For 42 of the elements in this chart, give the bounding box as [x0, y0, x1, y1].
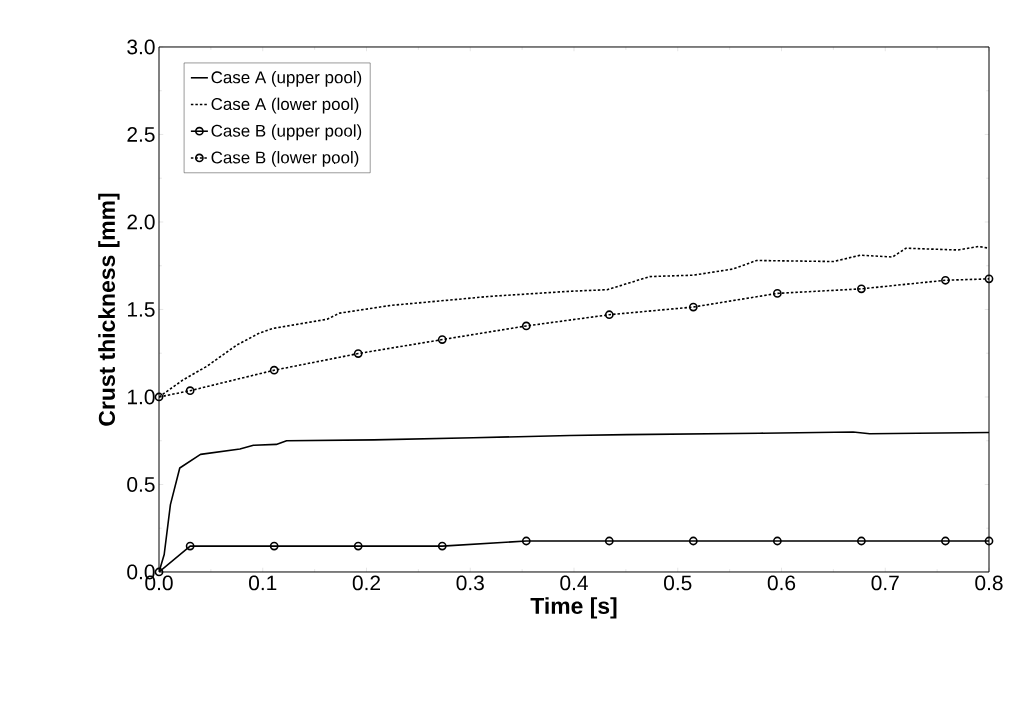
x-tick-label: 0.6 [767, 575, 796, 591]
point [857, 536, 866, 546]
x-tick-label: 0.7 [871, 575, 899, 591]
point [269, 541, 279, 551]
legend-label: Case B (upper pool) [211, 124, 362, 141]
point [353, 349, 363, 358]
y-tick-label: 2.5 [127, 127, 155, 142]
point [941, 275, 950, 285]
point [688, 302, 698, 312]
point [772, 289, 782, 298]
point [604, 536, 614, 546]
y-tick-label: 1.0 [128, 389, 155, 405]
y-tick-label: 3.0 [127, 39, 155, 55]
x-tick-label: 0.3 [456, 575, 484, 591]
x-tick-label: 0.1 [249, 575, 277, 591]
point [521, 321, 531, 331]
point [521, 536, 531, 546]
point [185, 541, 195, 551]
point [353, 541, 363, 551]
point [437, 541, 447, 551]
point [154, 392, 164, 402]
x-tick-label: 0.4 [560, 575, 588, 591]
point [772, 536, 782, 546]
point [984, 274, 994, 284]
point [941, 536, 950, 546]
x-tick-label: 0.5 [664, 575, 692, 591]
legend-label: Case B (lower pool) [211, 151, 359, 167]
y-tick-label: 2.0 [127, 214, 155, 230]
point [269, 365, 279, 375]
x-tick-label: 0.8 [975, 575, 1003, 591]
y-tick-label: 1.5 [128, 302, 155, 317]
point [857, 284, 866, 294]
x-tick-label: 0.2 [352, 575, 380, 591]
x-axis-title: Time [s] [530, 597, 617, 619]
point [688, 536, 698, 546]
point [604, 310, 614, 320]
point [437, 335, 447, 344]
point [185, 386, 195, 396]
y-axis-title: Crust thickness [mm] [98, 193, 120, 426]
legend-label: Case A (upper pool) [211, 70, 362, 87]
y-tick-label: 0.5 [127, 477, 155, 492]
legend-label: Case A (lower pool) [211, 97, 359, 114]
